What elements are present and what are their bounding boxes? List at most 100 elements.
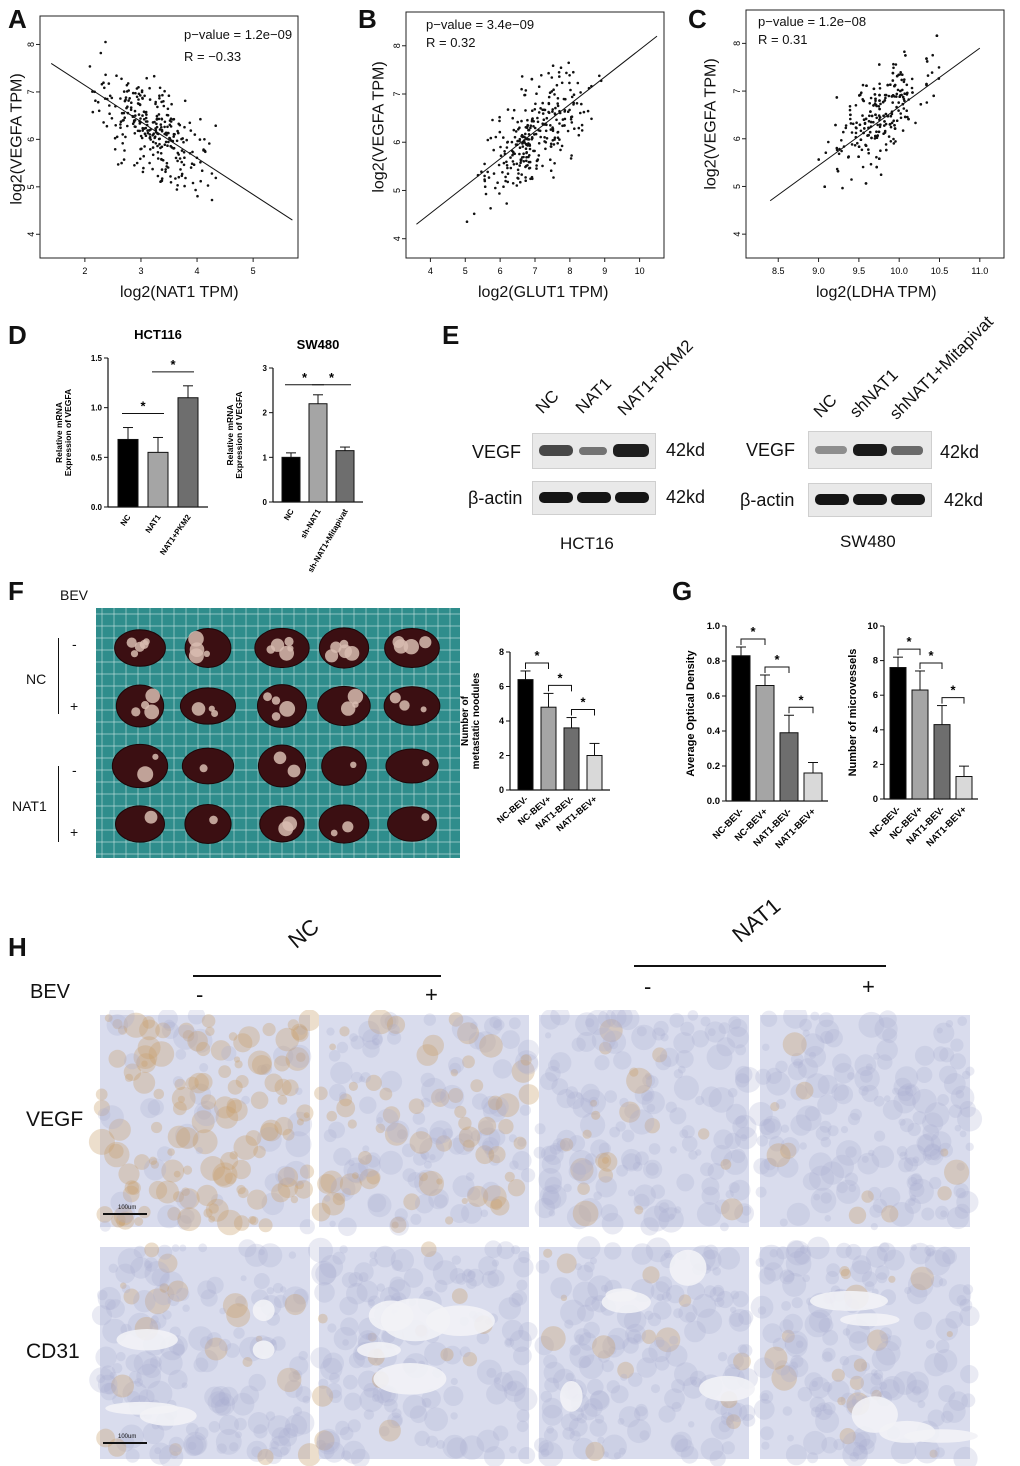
tissue-texture <box>153 1284 175 1306</box>
tissue-texture <box>494 1377 502 1385</box>
sign-h-1: - <box>196 982 204 1007</box>
data-point <box>140 90 144 94</box>
tissue-texture <box>556 1139 570 1153</box>
tissue-texture <box>955 1089 965 1099</box>
tissue-texture <box>710 1144 733 1167</box>
tissue-texture <box>545 1066 561 1082</box>
tissue-texture <box>839 1428 856 1445</box>
tissue-texture <box>879 1187 901 1208</box>
tissue-texture <box>962 1070 971 1080</box>
data-point <box>506 140 510 144</box>
data-point <box>878 87 882 90</box>
tissue-texture <box>108 1010 135 1029</box>
tissue-texture <box>149 1320 161 1332</box>
tissue-texture <box>876 1039 898 1061</box>
tissue-texture <box>930 1131 952 1152</box>
tissue-texture <box>866 1245 888 1268</box>
tissue-texture <box>768 1136 785 1152</box>
tissue-texture <box>389 1216 409 1236</box>
metastatic-nodule <box>422 759 430 767</box>
data-point <box>190 162 194 165</box>
tissue-texture <box>938 1385 956 1402</box>
data-point <box>122 158 126 161</box>
data-point <box>108 104 111 107</box>
tissue-texture <box>548 1059 560 1072</box>
tissue-texture <box>348 1081 358 1091</box>
tissue-texture <box>221 1045 237 1062</box>
data-point <box>935 34 939 37</box>
tissue-texture <box>171 1244 180 1252</box>
metastatic-nodule <box>330 641 342 653</box>
data-point <box>878 157 881 160</box>
tissue-texture <box>200 1289 218 1307</box>
tissue-texture <box>921 1207 935 1221</box>
data-point <box>889 125 893 129</box>
tissue-texture <box>289 1356 309 1376</box>
tissue-texture <box>562 1427 575 1440</box>
data-point <box>925 60 929 63</box>
data-point <box>183 156 186 159</box>
tissue-texture <box>925 1154 932 1161</box>
tissue-texture <box>908 1198 916 1206</box>
data-point <box>542 108 546 112</box>
tissue-texture <box>284 1293 306 1316</box>
data-point <box>566 110 570 113</box>
tissue-texture <box>880 1376 905 1401</box>
data-point <box>549 142 553 146</box>
data-point <box>579 91 582 94</box>
cell-line-label-left: HCT16 <box>560 534 614 553</box>
tissue-texture <box>625 1323 646 1345</box>
tissue-texture <box>448 1088 464 1103</box>
tissue-texture <box>423 1286 433 1297</box>
tissue-texture <box>409 1131 433 1154</box>
tissue-texture <box>885 1335 902 1351</box>
data-point <box>557 71 561 74</box>
tissue-texture <box>501 1030 520 1049</box>
tissue-texture <box>332 1192 346 1206</box>
tissue-texture <box>836 1179 861 1204</box>
tissue-texture <box>563 1183 572 1193</box>
tissue-texture <box>572 1097 593 1118</box>
data-point <box>165 161 169 165</box>
data-point <box>932 94 935 98</box>
tissue-texture <box>275 1027 300 1052</box>
tissue-texture <box>318 1442 335 1460</box>
data-point <box>867 151 870 155</box>
data-point <box>199 117 202 121</box>
tissue-texture <box>253 1424 268 1439</box>
data-point <box>180 149 184 152</box>
tissue-texture <box>115 1263 136 1284</box>
y-tick-label: 6 <box>499 682 504 692</box>
tissue-texture <box>516 1420 529 1433</box>
tissue-texture <box>959 1130 967 1138</box>
tissue-texture <box>386 1015 406 1034</box>
tissue-texture <box>124 1073 134 1082</box>
tissue-texture <box>108 1118 131 1141</box>
data-point <box>502 185 505 188</box>
tissue-texture <box>420 1072 435 1088</box>
tissue-texture <box>673 1032 695 1054</box>
tissue-texture <box>836 1181 848 1194</box>
tissue-texture <box>904 1144 927 1167</box>
tissue-texture <box>655 1054 672 1071</box>
tissue-texture <box>167 1207 181 1221</box>
tissue-texture <box>817 1094 838 1115</box>
data-point <box>166 107 170 111</box>
data-point <box>191 181 195 185</box>
tissue-texture <box>820 1136 832 1148</box>
tissue-texture <box>577 1304 594 1322</box>
data-point <box>128 97 131 100</box>
tissue-texture <box>854 1066 880 1092</box>
tissue-texture <box>133 1351 158 1376</box>
tissue-texture <box>241 1095 250 1105</box>
tissue-texture <box>707 1028 716 1037</box>
data-point <box>132 119 136 122</box>
tissue-texture <box>721 1441 735 1455</box>
tissue-texture <box>371 1394 380 1402</box>
tissue-texture <box>354 1262 374 1282</box>
data-point <box>129 108 133 112</box>
tissue-texture <box>315 1263 337 1285</box>
tissue-texture <box>827 1125 839 1137</box>
tissue-texture <box>342 1339 349 1346</box>
tissue-texture <box>330 1061 353 1085</box>
